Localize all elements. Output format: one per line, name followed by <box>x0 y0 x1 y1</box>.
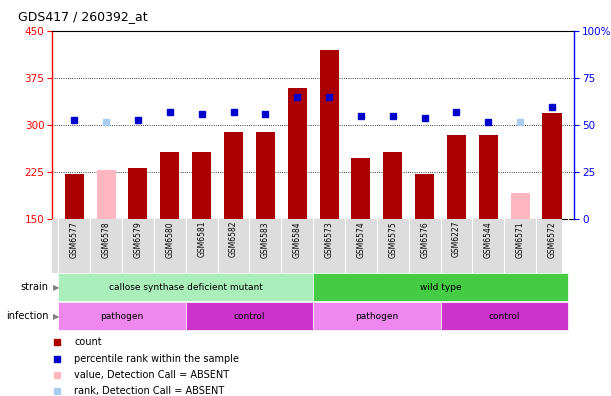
Text: infection: infection <box>6 311 49 321</box>
Text: strain: strain <box>21 282 49 292</box>
Bar <box>224 131 243 219</box>
Text: percentile rank within the sample: percentile rank within the sample <box>75 354 240 364</box>
Text: GSM6581: GSM6581 <box>197 221 206 257</box>
Text: GSM6584: GSM6584 <box>293 221 302 258</box>
Text: GSM6575: GSM6575 <box>388 221 397 258</box>
Text: rank, Detection Call = ABSENT: rank, Detection Call = ABSENT <box>75 386 225 396</box>
Bar <box>288 88 307 219</box>
Bar <box>65 174 84 219</box>
Text: control: control <box>233 312 265 321</box>
Bar <box>192 152 211 219</box>
Text: GSM6227: GSM6227 <box>452 221 461 257</box>
Text: GSM6573: GSM6573 <box>324 221 334 258</box>
Text: callose synthase deficient mutant: callose synthase deficient mutant <box>109 283 263 292</box>
Text: GSM6576: GSM6576 <box>420 221 429 258</box>
Text: GSM6574: GSM6574 <box>356 221 365 258</box>
Text: control: control <box>489 312 520 321</box>
Bar <box>160 152 180 219</box>
Text: value, Detection Call = ABSENT: value, Detection Call = ABSENT <box>75 370 230 380</box>
Bar <box>313 302 441 330</box>
Text: count: count <box>75 337 102 347</box>
Bar <box>383 152 402 219</box>
Bar <box>128 168 147 219</box>
Text: GSM6544: GSM6544 <box>484 221 493 258</box>
Bar <box>256 131 275 219</box>
Bar <box>320 50 338 219</box>
Text: wild type: wild type <box>420 283 461 292</box>
Text: GDS417 / 260392_at: GDS417 / 260392_at <box>18 10 147 23</box>
Text: GSM6571: GSM6571 <box>516 221 525 258</box>
Bar <box>511 193 530 219</box>
Bar <box>479 135 498 219</box>
Text: pathogen: pathogen <box>355 312 398 321</box>
Bar <box>447 135 466 219</box>
Text: ▶: ▶ <box>53 283 60 292</box>
Bar <box>58 302 186 330</box>
Text: GSM6572: GSM6572 <box>547 221 557 258</box>
Bar <box>313 273 568 301</box>
Text: GSM6580: GSM6580 <box>166 221 174 258</box>
Bar <box>415 174 434 219</box>
Bar <box>441 302 568 330</box>
Bar <box>351 158 370 219</box>
Bar <box>186 302 313 330</box>
Text: GSM6582: GSM6582 <box>229 221 238 257</box>
Bar <box>543 113 562 219</box>
Text: pathogen: pathogen <box>100 312 144 321</box>
Text: ▶: ▶ <box>53 312 60 321</box>
Bar <box>58 273 313 301</box>
Text: GSM6577: GSM6577 <box>70 221 79 258</box>
Text: GSM6579: GSM6579 <box>133 221 142 258</box>
Text: GSM6578: GSM6578 <box>101 221 111 258</box>
Bar <box>97 170 115 219</box>
Text: GSM6583: GSM6583 <box>261 221 270 258</box>
